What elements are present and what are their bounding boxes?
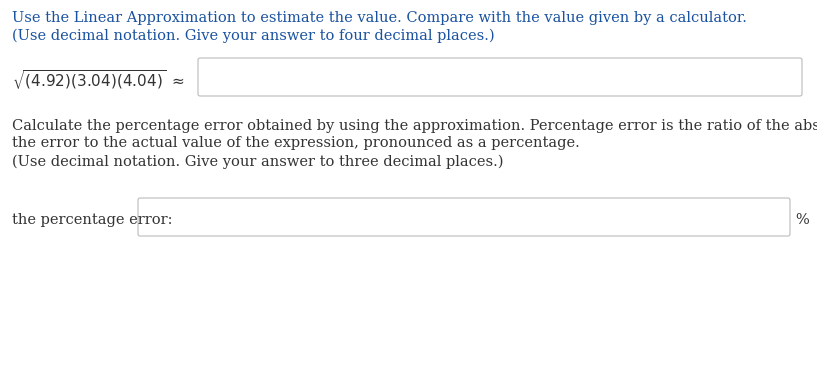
Text: Use the Linear Approximation to estimate the value. Compare with the value given: Use the Linear Approximation to estimate…	[12, 11, 747, 25]
FancyBboxPatch shape	[138, 198, 790, 236]
Text: Calculate the percentage error obtained by using the approximation. Percentage e: Calculate the percentage error obtained …	[12, 119, 817, 133]
Text: (Use decimal notation. Give your answer to three decimal places.): (Use decimal notation. Give your answer …	[12, 155, 503, 170]
Text: (Use decimal notation. Give your answer to four decimal places.): (Use decimal notation. Give your answer …	[12, 29, 494, 43]
Text: $\sqrt{(4.92)(3.04)(4.04)}\;\approx$: $\sqrt{(4.92)(3.04)(4.04)}\;\approx$	[12, 68, 185, 92]
FancyBboxPatch shape	[198, 58, 802, 96]
Text: the percentage error:: the percentage error:	[12, 213, 172, 227]
Text: %: %	[795, 213, 809, 227]
Text: the error to the actual value of the expression, pronounced as a percentage.: the error to the actual value of the exp…	[12, 136, 580, 150]
